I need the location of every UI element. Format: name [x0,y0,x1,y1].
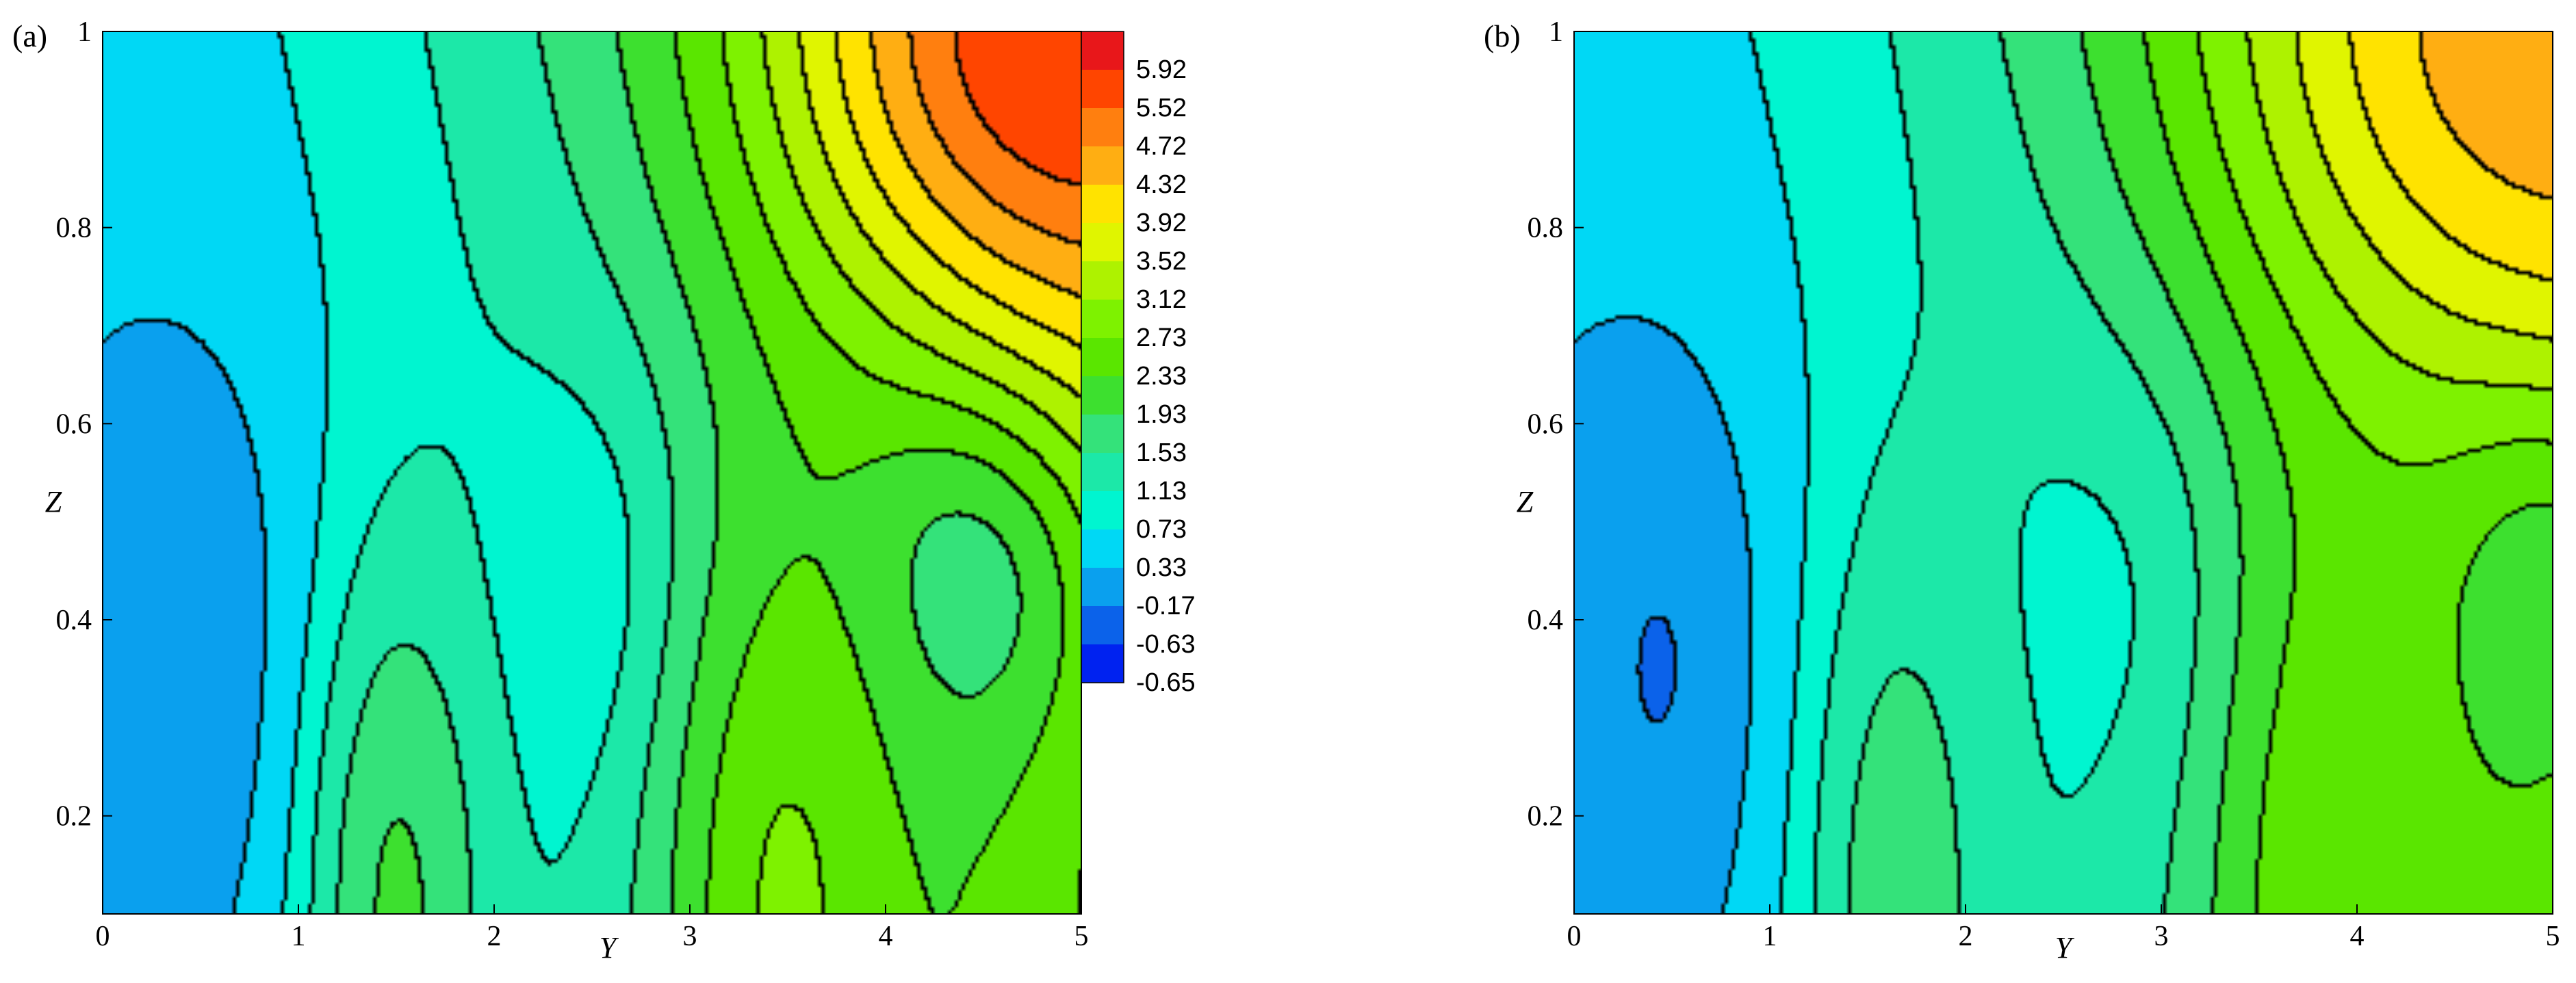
y-tick-label: 0.6 [1528,408,1564,440]
legend-swatch [1081,223,1124,261]
legend-swatch [1081,300,1124,338]
legend-label: 4.72 [1136,132,1187,161]
y-tick-label: 0.8 [56,213,92,244]
legend-swatch [1081,376,1124,415]
x-tick-label: 1 [292,921,306,952]
x-tick-label: 4 [879,921,893,952]
x-tick-label: 3 [683,921,697,952]
legend-swatch [1081,491,1124,529]
y-axis-label-b: Z [1517,485,1534,519]
panel-a-label: (a) [12,18,47,53]
legend-swatch [1081,568,1124,606]
legend-label: 3.92 [1136,209,1187,237]
legend-label: 3.52 [1136,247,1187,276]
y-tick-label: 0.2 [1528,801,1564,833]
legend-label: -0.17 [1136,592,1196,620]
x-tick-label: 5 [2546,921,2560,952]
panel-a: (a) 0 1 2 3 4 5 0.2 0.4 0.6 0.8 1 Y Z [12,16,1089,965]
legend-swatch [1081,453,1124,491]
panel-b-label: (b) [1484,18,1521,53]
y-tick-label: 0.4 [1528,605,1564,636]
contour-plot-b [1574,31,2553,914]
legend-label: 2.33 [1136,362,1187,391]
legend-swatch [1081,70,1124,108]
x-tick-label: 3 [2154,921,2169,952]
contour-plot-a [103,31,1081,914]
legend-label: 5.92 [1136,55,1187,84]
legend-label: -0.63 [1136,630,1196,659]
legend-swatch [1081,261,1124,300]
legend-label: 3.12 [1136,285,1187,314]
y-axis-label-a: Z [45,485,62,519]
y-tick-label: 0.8 [1528,213,1564,244]
legend-swatch [1081,529,1124,568]
legend-swatch [1081,185,1124,223]
y-tick-label: 0.6 [56,408,92,440]
legend-label: 4.32 [1136,170,1187,199]
contour-field [1574,31,2553,914]
y-tick-label: 0.4 [56,605,92,636]
x-tick-label: 4 [2350,921,2365,952]
legend-swatch [1081,606,1124,644]
legend-label: 2.73 [1136,324,1187,352]
x-tick-label: 2 [487,921,502,952]
panel-b: (b) 0 1 2 3 4 5 0.2 0.4 0.6 0.8 1 Y Z [1484,16,2560,965]
legend-swatch [1081,108,1124,146]
legend-label: 5.52 [1136,94,1187,122]
x-tick-label: 2 [1959,921,1973,952]
x-tick-label: 0 [96,921,110,952]
x-axis-ticks-b: 0 1 2 3 4 5 [1567,904,2560,952]
color-legend: 5.92 5.52 4.72 4.32 3.92 3.52 3.12 2.73 2.33 1.93… [1081,31,1196,697]
y-axis-ticks-b: 0.2 0.4 0.6 0.8 1 [1528,16,1584,833]
legend-label: 1.53 [1136,438,1187,467]
legend-swatch [1081,644,1124,683]
legend-label: -0.65 [1136,668,1196,697]
legend-swatch [1081,146,1124,185]
contour-field [103,31,1081,914]
y-axis-ticks-a: 0.2 0.4 0.6 0.8 1 [56,16,112,833]
y-tick-label: 1 [1549,16,1563,48]
legend-swatch [1081,338,1124,376]
legend-frame [1081,31,1124,683]
x-axis-ticks-a: 0 1 2 3 4 5 [96,904,1089,952]
legend-label: 0.33 [1136,553,1187,582]
legend-label: 1.13 [1136,477,1187,506]
x-axis-label-a: Y [600,931,619,965]
legend-label: 0.73 [1136,515,1187,544]
x-tick-label: 5 [1074,921,1089,952]
legend-label: 1.93 [1136,400,1187,429]
y-tick-label: 0.2 [56,801,92,833]
y-tick-label: 1 [77,16,92,48]
x-tick-label: 0 [1567,921,1582,952]
legend-swatch [1081,415,1124,453]
plot-b-frame [1573,31,2553,915]
x-tick-label: 1 [1763,921,1777,952]
x-axis-label-b: Y [2055,931,2075,965]
legend-swatch [1081,31,1124,70]
